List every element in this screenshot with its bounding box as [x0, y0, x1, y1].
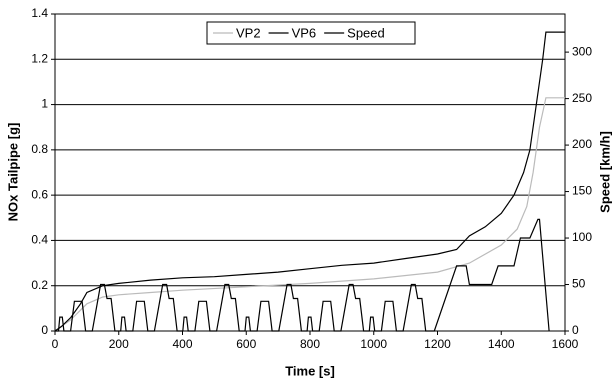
- y2-tick-label: 250: [572, 91, 592, 105]
- y-tick-label: 0.6: [31, 187, 48, 201]
- y2-axis-label: Speed [km/h]: [597, 131, 612, 213]
- y-tick-label: 0: [41, 323, 48, 337]
- x-tick-label: 1600: [552, 337, 579, 351]
- y-tick-label: 0.2: [31, 278, 48, 292]
- y2-tick-label: 100: [572, 230, 592, 244]
- y-tick-label: 0.8: [31, 142, 48, 156]
- legend-box: [206, 21, 416, 45]
- y2-tick-label: 0: [572, 323, 579, 337]
- x-tick-label: 1400: [488, 337, 515, 351]
- y-tick-label: 0.4: [31, 233, 48, 247]
- legend-label: VP2: [236, 25, 261, 40]
- y2-tick-label: 300: [572, 44, 592, 58]
- x-tick-label: 200: [109, 337, 129, 351]
- series-line: [54, 31, 565, 332]
- series-line: [54, 97, 565, 332]
- y-tick-label: 1.2: [31, 51, 48, 65]
- legend-label: Speed: [347, 25, 385, 40]
- y2-tick-label: 200: [572, 137, 592, 151]
- x-tick-label: 0: [52, 337, 59, 351]
- y2-tick-label: 50: [572, 277, 586, 291]
- plot-frame: [54, 13, 566, 332]
- y2-tick-label: 150: [572, 184, 592, 198]
- x-tick-label: 400: [172, 337, 192, 351]
- x-tick-label: 800: [300, 337, 320, 351]
- legend-label: VP6: [292, 25, 317, 40]
- x-tick-label: 1000: [360, 337, 387, 351]
- x-axis-label: Time [s]: [285, 363, 335, 378]
- x-tick-label: 600: [236, 337, 256, 351]
- y-tick-label: 1.4: [31, 6, 48, 20]
- series-line: [55, 218, 550, 332]
- y-tick-label: 1: [41, 97, 48, 111]
- x-tick-label: 1200: [424, 337, 451, 351]
- y-axis-label: NOx Tailpipe [g]: [5, 123, 20, 222]
